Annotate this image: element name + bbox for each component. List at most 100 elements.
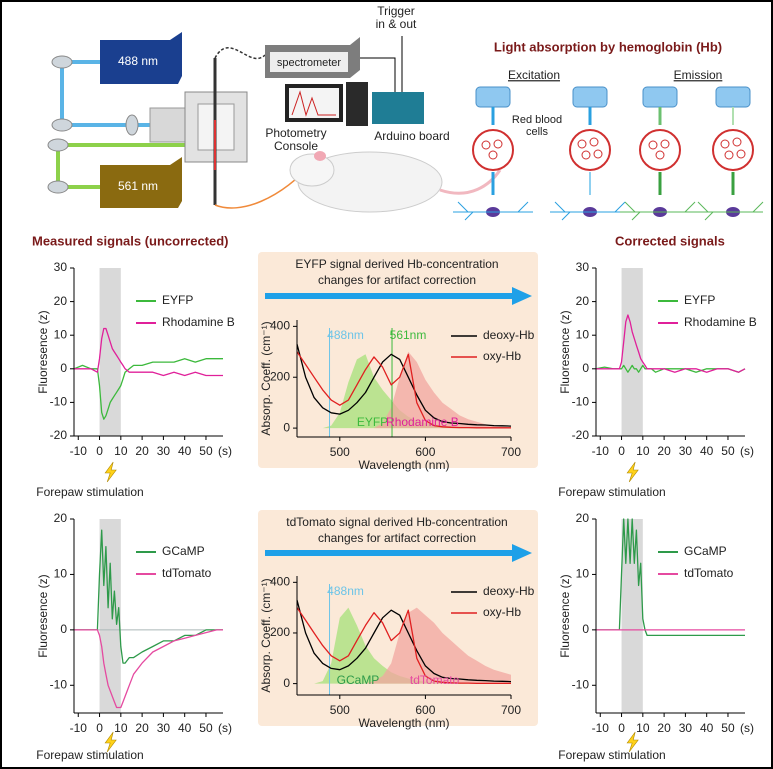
mirror xyxy=(52,56,72,68)
x-tick-label: 30 xyxy=(679,444,693,458)
y-axis-label: Absorp. Coeff. (cm⁻¹) xyxy=(259,321,273,435)
y-tick-label: 0 xyxy=(582,361,589,375)
legend-label: GCaMP xyxy=(684,544,727,558)
x-tick-label: 600 xyxy=(415,445,435,459)
rat-head xyxy=(290,154,334,186)
trigger-label: in & out xyxy=(376,17,417,31)
y-axis-label: Fluoresence (z) xyxy=(36,574,50,657)
x-tick-label: 40 xyxy=(178,721,192,735)
figure: 488 nm 561 nm spectrometer Trigger in & … xyxy=(0,0,773,769)
section-title: Corrected signals xyxy=(615,233,725,248)
y-tick-label: 30 xyxy=(54,260,68,274)
emission-label: Emission xyxy=(674,68,723,82)
marker-label: 561nm xyxy=(390,328,427,342)
pc-tower xyxy=(346,82,368,126)
x-tick-label: 40 xyxy=(700,721,714,735)
marker-label: 488nm xyxy=(327,328,364,342)
y-tick-label: -10 xyxy=(572,395,590,409)
console-label: Console xyxy=(274,139,318,153)
annotation: Forepaw stimulation xyxy=(558,485,665,499)
x-tick-label: 50 xyxy=(721,721,735,735)
x-tick-label: 500 xyxy=(330,703,350,717)
x-tick-label: 10 xyxy=(636,444,650,458)
x-tick-label: -10 xyxy=(592,444,610,458)
x-tick-label: 40 xyxy=(178,444,192,458)
stimulus-region xyxy=(100,268,121,436)
legend-label: oxy-Hb xyxy=(483,349,521,363)
y-tick-label: 20 xyxy=(54,511,68,525)
x-axis-label: Wavelength (nm) xyxy=(359,716,450,730)
x-tick-label: -10 xyxy=(70,721,88,735)
mirror xyxy=(52,119,72,131)
x-tick-label: 20 xyxy=(657,721,671,735)
rbc-label: Red blood xyxy=(512,114,562,126)
stimulus-region xyxy=(622,268,643,436)
area-label: tdTomato xyxy=(410,673,460,687)
y-tick-label: 0 xyxy=(60,361,67,375)
laser-label: 561 nm xyxy=(118,179,158,193)
y-tick-label: 20 xyxy=(576,511,590,525)
x-tick-label: 600 xyxy=(415,703,435,717)
laser-label: 488 nm xyxy=(118,54,158,68)
trigger-label: Trigger xyxy=(377,4,415,18)
y-tick-label: -10 xyxy=(50,395,68,409)
y-tick-label: 10 xyxy=(576,567,590,581)
x-tick-label: 500 xyxy=(330,445,350,459)
annotation: Forepaw stimulation xyxy=(558,748,665,762)
x-tick-label: 0 xyxy=(618,444,625,458)
x-tick-label: 700 xyxy=(501,445,521,459)
legend-label: oxy-Hb xyxy=(483,605,521,619)
x-tick-label: 20 xyxy=(657,444,671,458)
y-axis-label: Absorp. Coeff. (cm⁻¹) xyxy=(259,578,273,692)
x-tick-label: 30 xyxy=(157,721,171,735)
x-tick-label: 10 xyxy=(114,444,128,458)
y-tick-label: -20 xyxy=(572,428,590,442)
x-tick-label: 20 xyxy=(135,444,149,458)
x-axis-label: Wavelength (nm) xyxy=(359,458,450,472)
x-tick-label: -10 xyxy=(592,721,610,735)
x-tick-label: 700 xyxy=(501,703,521,717)
legend-label: GCaMP xyxy=(162,544,205,558)
section-title: Measured signals (uncorrected) xyxy=(32,233,229,248)
mirror xyxy=(126,115,138,135)
mirror xyxy=(48,181,68,193)
y-tick-label: 20 xyxy=(54,294,68,308)
console-label: Photometry xyxy=(265,126,326,140)
x-tick-label: 10 xyxy=(114,721,128,735)
y-tick-label: 0 xyxy=(60,622,67,636)
legend-label: EYFP xyxy=(684,293,715,307)
x-axis-label: (s) xyxy=(218,444,232,458)
x-tick-label: 30 xyxy=(679,721,693,735)
legend-label: deoxy-Hb xyxy=(483,584,535,598)
x-axis-label: (s) xyxy=(740,444,754,458)
legend-label: Rhodamine B xyxy=(684,315,757,329)
area-label: Rhodamine B xyxy=(386,415,459,429)
annotation: Forepaw stimulation xyxy=(36,748,143,762)
x-tick-label: 30 xyxy=(157,444,171,458)
y-tick-label: 10 xyxy=(576,327,590,341)
y-tick-label: 0 xyxy=(582,622,589,636)
y-tick-label: 0 xyxy=(283,676,290,690)
panel-title: changes for artifact correction xyxy=(318,531,476,545)
y-tick-label: 10 xyxy=(54,327,68,341)
legend-label: Rhodamine B xyxy=(162,315,235,329)
hb-title: Light absorption by hemoglobin (Hb) xyxy=(494,39,722,54)
x-tick-label: 50 xyxy=(721,444,735,458)
x-tick-label: 10 xyxy=(636,721,650,735)
legend-label: tdTomato xyxy=(684,566,734,580)
lens-tube xyxy=(150,108,190,142)
y-axis-label: Fluoresence (z) xyxy=(558,310,572,393)
y-tick-label: -10 xyxy=(572,677,590,691)
y-tick-label: 10 xyxy=(54,567,68,581)
area-label: GCaMP xyxy=(337,673,380,687)
legend-label: tdTomato xyxy=(162,566,212,580)
x-axis-label: (s) xyxy=(218,721,232,735)
x-tick-label: -10 xyxy=(70,444,88,458)
x-axis-label: (s) xyxy=(740,721,754,735)
y-tick-label: -20 xyxy=(50,428,68,442)
arduino xyxy=(372,92,424,124)
x-tick-label: 50 xyxy=(199,721,213,735)
y-tick-label: 20 xyxy=(576,294,590,308)
y-tick-label: 0 xyxy=(283,420,290,434)
excitation-label: Excitation xyxy=(508,68,560,82)
